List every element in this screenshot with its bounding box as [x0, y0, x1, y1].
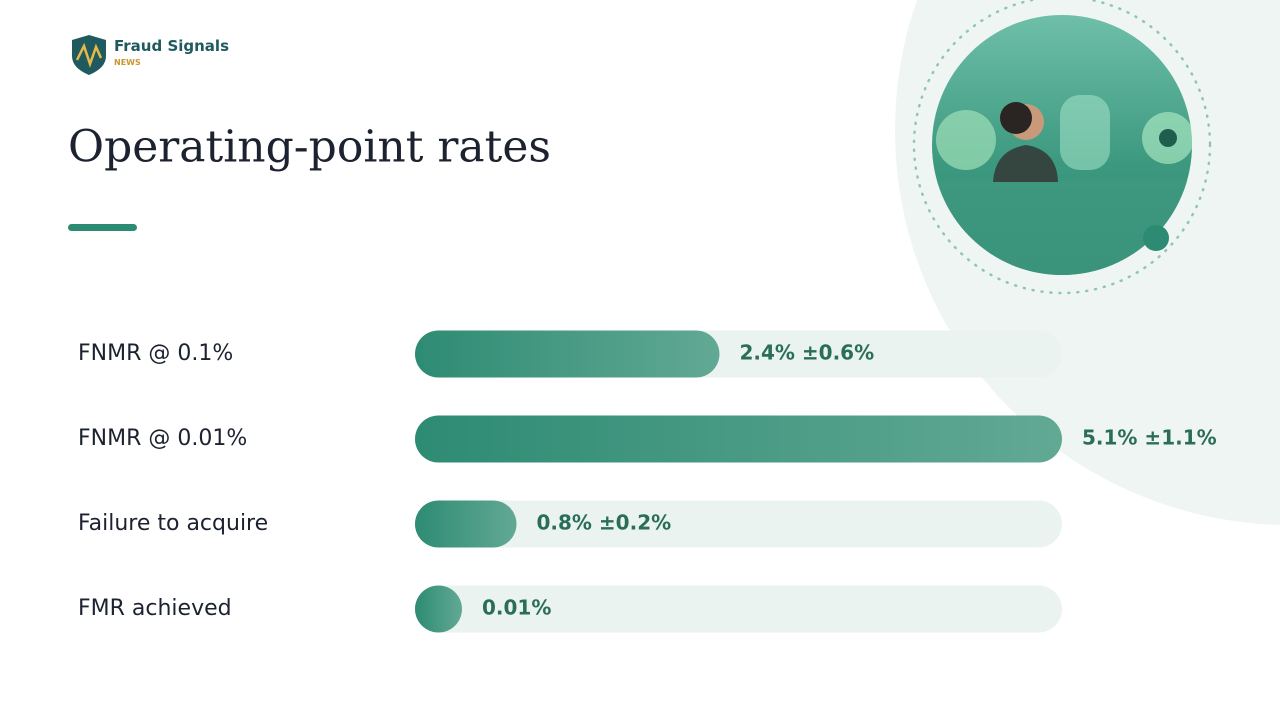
bar-track [415, 500, 1062, 548]
value-label: 0.01% [482, 596, 551, 620]
bar [415, 500, 517, 548]
brand-sub: NEWS [114, 58, 141, 67]
bar [415, 330, 720, 378]
logo: Fraud Signals NEWS [72, 35, 229, 75]
category-label: FMR achieved [78, 596, 232, 621]
category-label: Failure to acquire [78, 511, 268, 536]
value-label: 5.1% ±1.1% [1082, 426, 1217, 450]
value-label: 0.8% ±0.2% [536, 511, 671, 535]
dotted-ring [912, 0, 1212, 295]
chart-title: Operating-point rates [68, 122, 551, 173]
title-underline [68, 224, 137, 231]
bar [415, 585, 462, 633]
category-label: FNMR @ 0.1% [78, 341, 233, 366]
category-label: FNMR @ 0.01% [78, 426, 247, 451]
accent-dot [1143, 225, 1169, 251]
bar [415, 415, 1062, 463]
bar-track [415, 585, 1062, 633]
brand: Fraud Signals [114, 37, 229, 55]
value-label: 2.4% ±0.6% [739, 341, 874, 365]
